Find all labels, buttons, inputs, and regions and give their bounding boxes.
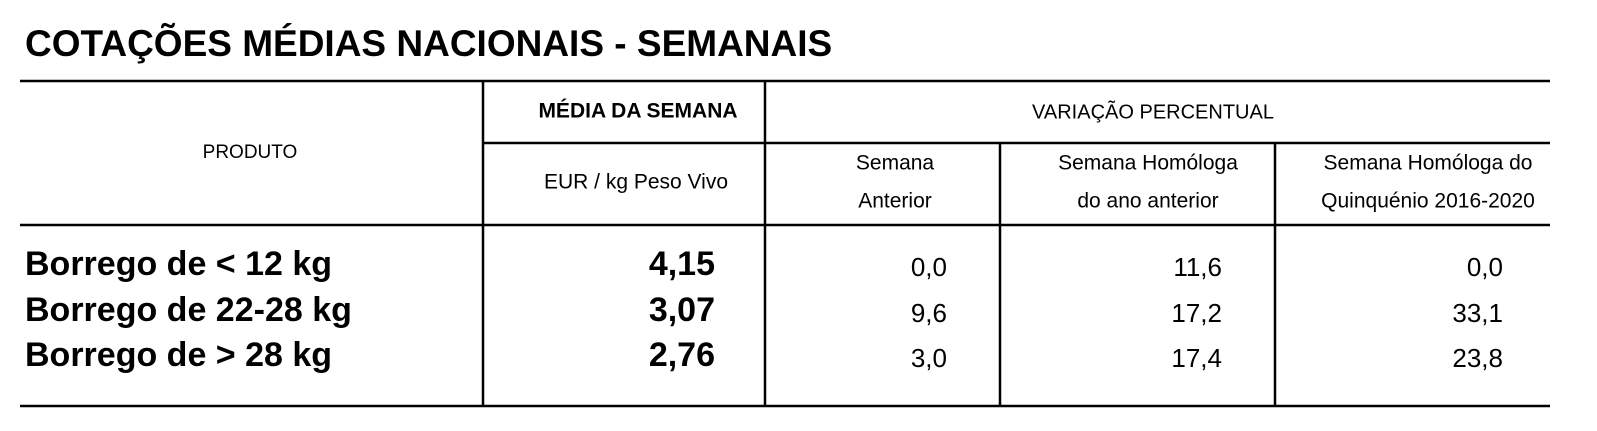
header-cell: MÉDIA DA SEMANA xyxy=(538,100,737,123)
cell: 9,6 xyxy=(911,298,947,328)
cell: 23,8 xyxy=(1452,343,1503,373)
column-headers: Semana Anterior Semana Homóloga do ano ante… xyxy=(856,152,1535,213)
cell: 11,6 xyxy=(1173,252,1222,282)
header-cell: do ano anterior xyxy=(1077,190,1218,213)
header-cell: Anterior xyxy=(858,190,932,213)
header-cell: EUR / kg Peso Vivo xyxy=(544,171,728,194)
title: COTAÇÕES MÉDIAS NACIONAIS - SEMANAIS xyxy=(25,22,832,64)
cell: 4,15 xyxy=(649,245,715,283)
table-body: Borrego de < 12 kg 4,15 0,0 11,6 0,0 Borrego … xyxy=(25,245,1503,374)
header-cell: Semana Homóloga xyxy=(1058,152,1238,175)
header-cell: PRODUTO xyxy=(203,142,298,163)
header-cell: VARIAÇÃO PERCENTUAL xyxy=(1032,99,1274,123)
cell: 3,0 xyxy=(911,343,947,373)
row-label: Borrego de < 12 kg xyxy=(25,245,332,283)
cell: 3,07 xyxy=(649,291,715,329)
header-cell: Semana Homóloga do xyxy=(1324,152,1533,175)
header-cell: Semana xyxy=(856,152,935,175)
cell: 17,4 xyxy=(1171,343,1222,373)
cell: 17,2 xyxy=(1171,298,1222,328)
cell: 0,0 xyxy=(1467,252,1503,282)
cell: 0,0 xyxy=(911,252,947,282)
row-label: Borrego de > 28 kg xyxy=(25,336,332,374)
row-label: Borrego de 22-28 kg xyxy=(25,291,352,329)
cell: 2,76 xyxy=(649,336,715,374)
cell: 33,1 xyxy=(1452,298,1503,328)
header-cell: Quinquénio 2016-2020 xyxy=(1321,190,1535,213)
